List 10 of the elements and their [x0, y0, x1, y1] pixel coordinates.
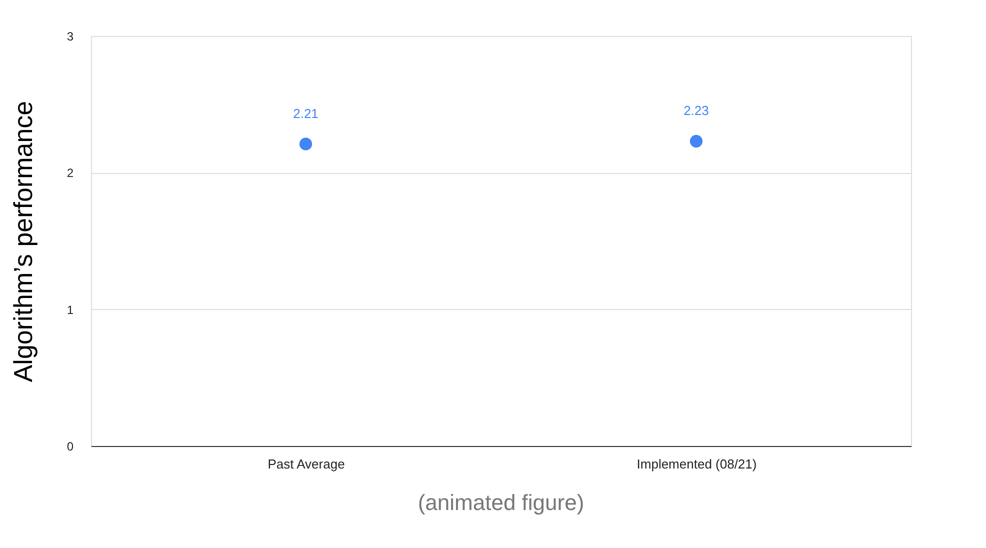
y-axis-title: Algorithm’s performance	[8, 100, 38, 382]
x-tick-label: Implemented (08/21)	[636, 456, 757, 472]
y-tick-label: 0	[66, 440, 74, 454]
y-tick-label: 3	[66, 30, 74, 44]
y-tick-label: 1	[66, 302, 74, 317]
data-label: 2.21	[293, 106, 318, 121]
y-tick-label: 2	[66, 166, 74, 180]
text: (animated figure)	[418, 490, 584, 515]
data-label: 2.23	[684, 103, 709, 118]
x-tick-label: Past Average	[268, 456, 345, 472]
